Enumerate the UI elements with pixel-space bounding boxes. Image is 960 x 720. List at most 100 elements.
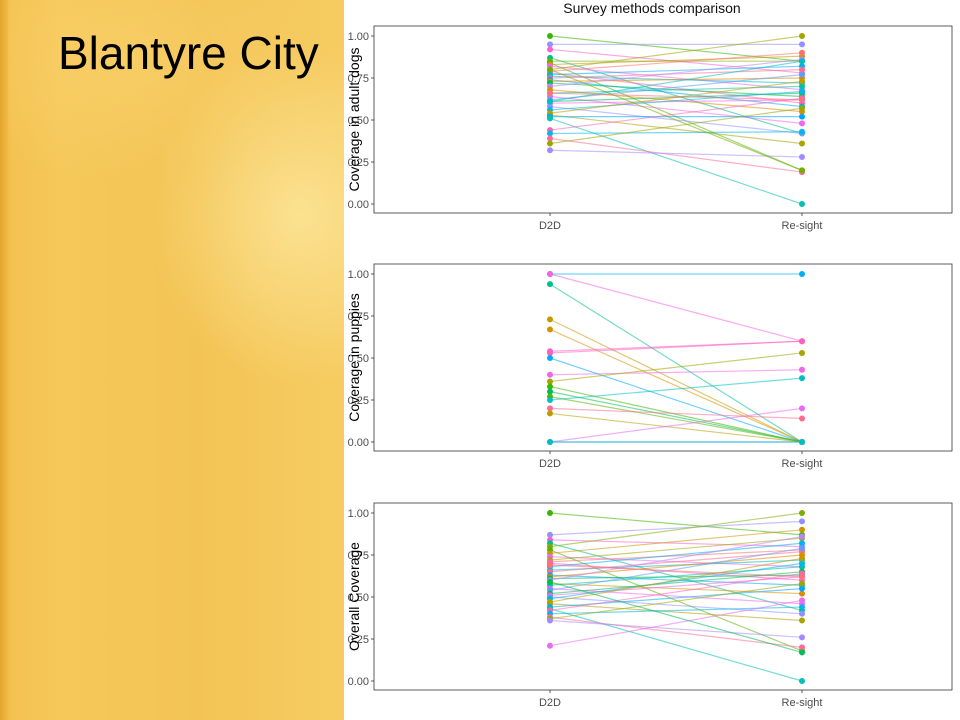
data-point <box>547 355 553 361</box>
series-line <box>549 74 803 101</box>
y-tick-label: 0.50 <box>348 353 369 365</box>
data-point <box>547 281 553 288</box>
plot-panel-border <box>373 263 953 452</box>
plot-panel-border <box>373 25 953 214</box>
data-point <box>799 105 805 112</box>
data-point <box>547 531 553 538</box>
data-point <box>547 66 553 73</box>
data-point <box>799 634 805 641</box>
series-line <box>549 535 803 581</box>
data-point <box>799 545 805 552</box>
data-point <box>547 90 553 97</box>
data-point <box>799 71 805 78</box>
series-line <box>549 99 803 104</box>
series-line <box>549 55 803 66</box>
x-tick-label: Re-sight <box>782 220 823 232</box>
data-point <box>547 316 553 323</box>
chart-panel-1: 0.00 0.25 0.50 0.75 1.00 D2D Re-sight Coverage … <box>346 263 953 470</box>
series-line <box>549 542 803 568</box>
data-point <box>799 120 805 127</box>
y-tick-label: 0.75 <box>348 550 369 562</box>
y-axis-label: Overall Coverage <box>346 542 362 651</box>
data-point <box>547 98 553 105</box>
series-line <box>549 352 803 383</box>
data-point <box>547 405 553 412</box>
data-point <box>547 130 553 137</box>
data-point <box>799 349 805 356</box>
plot-panel-border <box>373 502 953 691</box>
y-tick-label: 0.25 <box>348 157 369 169</box>
series-line <box>549 412 803 443</box>
series-line <box>549 92 803 101</box>
x-tick-label: D2D <box>539 697 561 709</box>
survey-comparison-charts: 0.00 0.25 0.50 0.75 1.00 D2D Re-sight Coverage … <box>346 25 953 709</box>
data-point <box>799 366 805 373</box>
series-line <box>549 619 803 638</box>
series-line <box>549 512 803 548</box>
data-point <box>799 58 805 65</box>
y-tick-label: 0.00 <box>348 199 369 211</box>
series-line <box>549 357 803 443</box>
series-line <box>549 149 803 158</box>
y-tick-label: 1.00 <box>348 508 369 520</box>
series-line <box>549 318 803 443</box>
series-line <box>549 572 803 612</box>
series-line <box>549 588 803 605</box>
data-point <box>799 644 805 651</box>
data-point <box>547 510 553 516</box>
y-axis-label: Coverage in adult dogs <box>346 48 362 192</box>
y-tick-label: 1.00 <box>348 269 369 281</box>
series-line <box>549 547 803 591</box>
series-line <box>549 608 803 682</box>
series-line <box>549 114 803 145</box>
y-tick-label: 1.00 <box>348 31 369 43</box>
y-tick-label: 0.75 <box>348 73 369 85</box>
series-line <box>549 599 803 647</box>
series-line <box>549 52 803 72</box>
data-point <box>799 167 805 174</box>
data-point <box>799 415 805 422</box>
data-point <box>799 153 805 160</box>
series-line <box>549 520 803 536</box>
data-point <box>547 46 553 53</box>
data-point <box>799 140 805 147</box>
data-point <box>547 397 553 403</box>
series-line <box>549 581 803 654</box>
series-line <box>549 391 803 443</box>
data-point <box>799 439 805 445</box>
data-point <box>547 349 553 356</box>
series-line <box>549 283 803 443</box>
series-line <box>549 407 803 443</box>
data-point <box>547 371 553 378</box>
series-line <box>549 407 803 420</box>
data-point <box>799 585 805 592</box>
data-point <box>799 533 805 540</box>
y-tick-label: 0.50 <box>348 115 369 127</box>
data-point <box>799 510 805 516</box>
series-line <box>549 58 803 87</box>
data-point <box>547 410 553 417</box>
data-point <box>547 135 553 142</box>
data-point <box>799 375 805 382</box>
x-tick-label: D2D <box>539 458 561 470</box>
data-point <box>799 604 805 611</box>
data-point <box>799 49 805 56</box>
series-line <box>549 80 803 114</box>
y-axis-label: Coverage in puppies <box>346 293 362 421</box>
data-point <box>799 518 805 525</box>
data-point <box>799 338 805 345</box>
y-tick-label: 0.50 <box>348 592 369 604</box>
series-line <box>549 69 803 171</box>
data-point <box>799 271 805 277</box>
data-point <box>547 642 553 649</box>
chart-panel-0: 0.00 0.25 0.50 0.75 1.00 D2D Re-sight Coverage … <box>346 25 953 232</box>
series-line <box>549 273 803 342</box>
data-point <box>799 649 805 656</box>
data-point <box>799 678 805 684</box>
data-point <box>799 540 805 547</box>
y-tick-label: 0.00 <box>348 437 369 449</box>
y-tick-label: 0.75 <box>348 311 369 323</box>
data-point <box>799 201 805 207</box>
series-line <box>549 616 803 648</box>
series-line <box>549 582 803 620</box>
